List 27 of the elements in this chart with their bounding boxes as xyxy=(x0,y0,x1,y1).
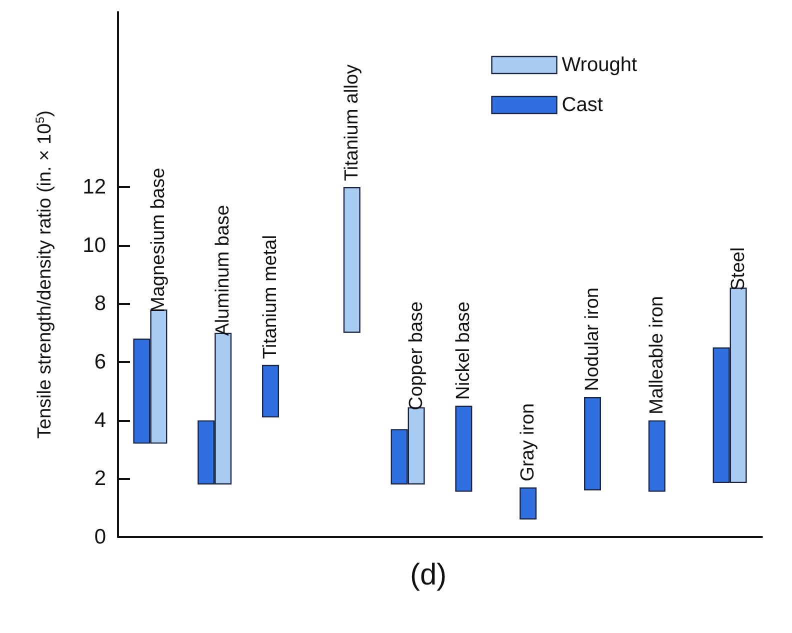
x-tick-label: Aluminum base xyxy=(212,204,234,336)
y-tick-label: 0 xyxy=(94,526,106,548)
bar xyxy=(584,397,601,490)
y-tick-label: 2 xyxy=(94,467,106,490)
x-tick-label: Gray iron xyxy=(518,403,539,482)
y-tick-label: 6 xyxy=(94,350,106,374)
y-tick-label: 4 xyxy=(94,408,106,432)
bar xyxy=(648,420,666,492)
x-tick-label: Malleable iron xyxy=(646,296,668,414)
x-tick-label: Nodular iron xyxy=(582,288,603,391)
x-tick-label: Nickel base xyxy=(453,302,474,400)
x-tick-label: Titanium alloy xyxy=(341,64,362,181)
bar xyxy=(520,487,537,520)
y-tick-label: 8 xyxy=(94,292,106,316)
y-tick-label: 12 xyxy=(82,176,106,198)
x-tick-label: Titanium metal xyxy=(260,235,281,359)
y-tick-label: 10 xyxy=(82,234,106,257)
x-tick-label: Magnesium base xyxy=(148,168,170,312)
bar xyxy=(262,364,279,418)
bar xyxy=(343,187,360,333)
legend-label: Cast xyxy=(562,94,604,116)
x-tick-label: Copper base xyxy=(406,301,427,410)
y-axis-title: Tensile strength/density ratio (in. × 105) xyxy=(33,110,56,439)
legend-label: Wrought xyxy=(562,54,638,76)
text: (d) xyxy=(410,558,447,592)
x-tick-label: Steel xyxy=(728,247,749,291)
bar xyxy=(455,406,472,492)
